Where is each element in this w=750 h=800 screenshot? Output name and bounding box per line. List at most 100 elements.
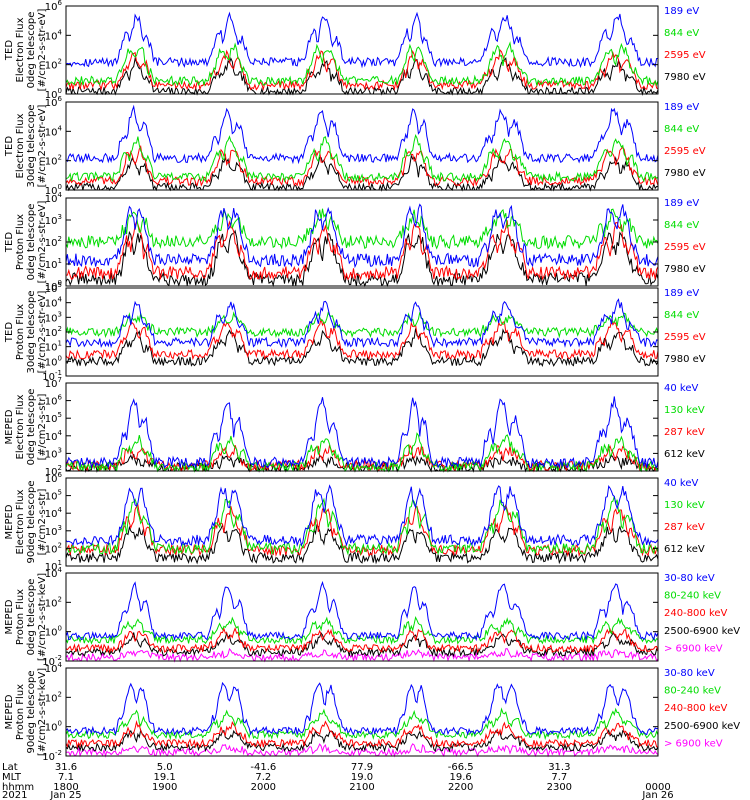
y-axis-label: 90deg telescope bbox=[26, 670, 37, 753]
y-axis-label: Proton Flux bbox=[15, 684, 26, 740]
y-tick-label: 102 bbox=[45, 541, 62, 555]
series-blue-line bbox=[65, 203, 659, 269]
y-tick-label: 100 bbox=[45, 720, 62, 734]
panel-6: 101 102 103 104 105 106 MEPED Electron Flux 90de… bbox=[4, 471, 705, 573]
x-row-label: Lat bbox=[2, 762, 18, 773]
x-tick-mlt: 19.1 bbox=[154, 772, 176, 783]
legend-entry: 40 keV bbox=[664, 478, 698, 489]
legend-entry: 844 eV bbox=[664, 310, 699, 321]
y-axis-label: Electron Flux bbox=[15, 394, 26, 459]
y-tick-label: 102 bbox=[45, 325, 62, 339]
y-tick-label: 102 bbox=[45, 464, 62, 478]
y-axis-label: Proton Flux bbox=[15, 214, 26, 270]
x-tick-hhmm: 2300 bbox=[547, 782, 572, 793]
y-tick-label: 103 bbox=[45, 446, 62, 460]
panel-frame bbox=[65, 101, 659, 191]
x-tick-lat: 31.3 bbox=[548, 762, 570, 773]
legend-entry: 2595 eV bbox=[664, 146, 706, 157]
y-tick-label: 103 bbox=[45, 310, 62, 324]
y-tick-label: 102 bbox=[45, 595, 62, 609]
y-tick-label: 105 bbox=[45, 281, 62, 295]
x-row-label: MLT bbox=[2, 772, 22, 783]
series-green-line bbox=[65, 496, 659, 556]
y-axis-label: TED bbox=[4, 136, 15, 157]
legend-entry: 2500-6900 keV bbox=[664, 626, 740, 637]
y-axis-label: TED bbox=[4, 232, 15, 253]
panel-frame bbox=[65, 5, 659, 95]
y-axis-label: Electron Flux bbox=[15, 17, 26, 82]
series-green-line bbox=[65, 208, 659, 250]
series-green-line bbox=[65, 616, 659, 646]
y-axis-label: 90deg telescope bbox=[26, 480, 37, 563]
y-tick-label: 103 bbox=[45, 213, 62, 227]
y-tick-label: 10-2 bbox=[42, 749, 62, 763]
series-black-line bbox=[65, 328, 659, 368]
legend-entry: 844 eV bbox=[664, 28, 699, 39]
y-axis-label: 0deg telescope bbox=[26, 389, 37, 466]
series-green-line bbox=[65, 133, 659, 184]
x-tick-lat: 77.9 bbox=[351, 762, 373, 773]
legend-entry: 30-80 keV bbox=[664, 573, 715, 584]
legend-entry: 844 eV bbox=[664, 124, 699, 135]
y-tick-label: 104 bbox=[45, 661, 63, 675]
legend-entry: > 6900 keV bbox=[664, 738, 723, 749]
x-tick-mlt: 7.7 bbox=[551, 772, 567, 783]
y-axis-label: 0deg telescope bbox=[26, 579, 37, 656]
y-axis-label: [#/cm2-s-str-keV] bbox=[37, 668, 48, 756]
legend-entry: 287 keV bbox=[664, 522, 705, 533]
x-tick-date: Jan 26 bbox=[641, 790, 673, 800]
y-axis-label: [#/cm2-s-str-eV] bbox=[37, 201, 48, 284]
series-red-line bbox=[65, 720, 659, 749]
series-blue-line bbox=[65, 11, 658, 69]
series-blue-line bbox=[65, 580, 659, 642]
y-axis-label: Proton Flux bbox=[15, 589, 26, 645]
panel-5: 102 103 104 105 106 107 MEPED Electron Flux 0deg… bbox=[4, 376, 705, 478]
x-tick-hhmm: 2100 bbox=[349, 782, 374, 793]
panel-frame bbox=[65, 572, 659, 662]
y-axis-label: Electron Flux bbox=[15, 489, 26, 554]
y-tick-label: 104 bbox=[45, 191, 63, 205]
y-axis-label: [#/cm2-s-str] bbox=[37, 488, 48, 555]
legend-entry: 287 keV bbox=[664, 427, 705, 438]
legend-entry: 189 eV bbox=[664, 288, 699, 299]
panel-3: 100 101 102 103 104 TED Proton Flux 0deg telesc… bbox=[4, 191, 706, 293]
y-tick-label: 104 bbox=[45, 429, 63, 443]
y-tick-label: 105 bbox=[45, 411, 62, 425]
y-tick-label: 100 bbox=[45, 625, 62, 639]
y-axis-label: TED bbox=[4, 40, 15, 61]
y-tick-label: 104 bbox=[45, 28, 63, 42]
series-blue-line bbox=[65, 298, 659, 349]
y-tick-label: 100 bbox=[45, 87, 62, 101]
series-black-line bbox=[65, 56, 659, 96]
panel-frame bbox=[65, 667, 659, 757]
y-tick-label: 10-2 bbox=[42, 654, 62, 668]
legend-entry: 612 keV bbox=[664, 544, 705, 555]
y-axis-label: 30deg telescope bbox=[26, 290, 37, 373]
y-tick-label: 101 bbox=[45, 559, 62, 573]
x-tick-lat: -41.6 bbox=[250, 762, 276, 773]
y-tick-label: 104 bbox=[45, 296, 63, 310]
legend-entry: 7980 eV bbox=[664, 168, 706, 179]
series-green-line bbox=[65, 707, 659, 741]
legend-entry: 7980 eV bbox=[664, 354, 706, 365]
y-axis-label: [#/cm2-s-str-eV] bbox=[37, 9, 48, 92]
legend-entry: 2500-6900 keV bbox=[664, 721, 740, 732]
y-tick-label: 100 bbox=[45, 354, 62, 368]
legend-entry: 844 eV bbox=[664, 220, 699, 231]
series-green-line bbox=[65, 41, 659, 88]
series-red-line bbox=[65, 318, 659, 361]
x-row-label: hhmm bbox=[2, 782, 34, 793]
series-blue-line bbox=[65, 396, 659, 470]
x-tick-mlt: 19.6 bbox=[450, 772, 472, 783]
y-tick-label: 104 bbox=[45, 566, 63, 580]
legend-entry: 612 keV bbox=[664, 449, 705, 460]
legend-entry: 189 eV bbox=[664, 6, 699, 17]
y-tick-label: 106 bbox=[45, 471, 63, 485]
legend-entry: 130 keV bbox=[664, 405, 705, 416]
legend-entry: > 6900 keV bbox=[664, 643, 723, 654]
x-tick-lat: 31.6 bbox=[55, 762, 77, 773]
legend-entry: 2595 eV bbox=[664, 332, 706, 343]
y-tick-label: 107 bbox=[45, 376, 62, 390]
